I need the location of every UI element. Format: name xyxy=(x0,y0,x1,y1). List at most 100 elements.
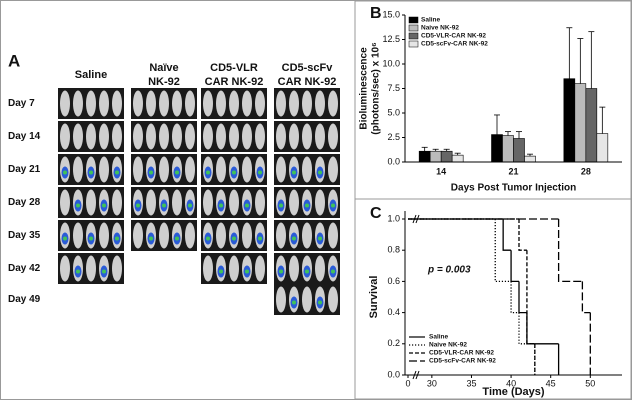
x-axis-label: Days Post Tumor Injection xyxy=(451,183,576,194)
signal xyxy=(258,170,262,175)
mouse xyxy=(99,156,109,183)
mouse xyxy=(315,189,325,216)
signal xyxy=(136,203,140,208)
mouse xyxy=(60,189,70,216)
x-tick-label: 28 xyxy=(581,166,591,176)
panel-label: B xyxy=(370,5,382,22)
mouse xyxy=(112,255,122,282)
mouse xyxy=(146,90,156,117)
mouse xyxy=(216,90,226,117)
mouse xyxy=(328,123,338,150)
panel-c-border xyxy=(354,198,632,400)
legend-swatch xyxy=(408,40,419,48)
signal xyxy=(245,269,249,274)
bar xyxy=(596,133,609,163)
y-tick-label: 0.0 xyxy=(387,156,400,166)
mouse xyxy=(172,189,182,216)
signal xyxy=(292,300,296,305)
survival-step xyxy=(581,281,591,314)
bar xyxy=(563,78,576,163)
y-axis-label: Survival xyxy=(368,276,380,319)
y-tick-label: 12.5 xyxy=(382,34,400,44)
signal xyxy=(115,236,119,241)
signal xyxy=(232,170,236,175)
mouse xyxy=(185,222,195,249)
mouse xyxy=(229,123,239,150)
mouse xyxy=(276,286,286,313)
mouse xyxy=(86,255,96,282)
legend-label: CD5-scFv-CAR NK-92 xyxy=(421,41,488,48)
mouse xyxy=(242,123,252,150)
day-label: Day 21 xyxy=(8,164,41,175)
signal xyxy=(149,236,153,241)
signal xyxy=(206,236,210,241)
bar xyxy=(502,135,514,163)
signal xyxy=(102,203,106,208)
mouse xyxy=(99,90,109,117)
signal xyxy=(89,170,93,175)
mouse xyxy=(255,189,265,216)
mouse xyxy=(216,156,226,183)
x-tick-label: 45 xyxy=(546,378,556,388)
mouse xyxy=(185,123,195,150)
legend-label: CD5-VLR-CAR NK-92 xyxy=(421,33,486,40)
mouse xyxy=(86,90,96,117)
mouse xyxy=(328,222,338,249)
mouse xyxy=(159,123,169,150)
mouse xyxy=(86,123,96,150)
signal xyxy=(63,236,67,241)
signal xyxy=(115,170,119,175)
y-tick-label: 15.0 xyxy=(382,9,400,19)
mouse xyxy=(159,222,169,249)
mouse xyxy=(133,123,143,150)
y-axis-label: (photons/sec) x 10⁶ xyxy=(371,42,382,134)
mouse xyxy=(289,90,299,117)
mouse xyxy=(60,255,70,282)
group-label: Saline xyxy=(75,69,107,81)
mouse xyxy=(276,156,286,183)
survival-step xyxy=(526,250,535,345)
y-tick-label: 2.5 xyxy=(387,132,400,142)
signal xyxy=(292,236,296,241)
mouse xyxy=(99,222,109,249)
mouse xyxy=(99,123,109,150)
mouse xyxy=(216,222,226,249)
signal xyxy=(188,203,192,208)
x-tick-label: 35 xyxy=(466,378,476,388)
signal xyxy=(305,269,309,274)
survival-step xyxy=(510,250,519,283)
legend-label: Saline xyxy=(429,334,449,341)
mouse xyxy=(216,123,226,150)
annotation: p = 0.003 xyxy=(427,265,471,276)
panel-label: C xyxy=(370,205,382,222)
signal xyxy=(331,269,335,274)
mouse xyxy=(242,222,252,249)
x-tick-label: 14 xyxy=(436,166,446,176)
mouse xyxy=(185,156,195,183)
y-axis-label: Bioluminescence xyxy=(359,47,370,130)
signal xyxy=(305,203,309,208)
signal xyxy=(279,203,283,208)
x-tick-label: 0 xyxy=(405,378,410,388)
x-tick-label: 50 xyxy=(585,378,595,388)
mouse xyxy=(159,156,169,183)
mouse xyxy=(112,189,122,216)
bar xyxy=(491,134,503,163)
signal xyxy=(318,300,322,305)
day-label: Day 35 xyxy=(8,230,41,241)
legend-swatch xyxy=(408,32,419,40)
mouse xyxy=(315,90,325,117)
x-axis-label: Time (Days) xyxy=(482,386,544,398)
y-tick-label: 0.2 xyxy=(387,338,400,348)
mouse xyxy=(302,222,312,249)
mouse xyxy=(302,286,312,313)
bar xyxy=(513,138,525,163)
mouse xyxy=(146,189,156,216)
mouse xyxy=(73,123,83,150)
mouse xyxy=(73,222,83,249)
mouse xyxy=(229,255,239,282)
mouse xyxy=(229,90,239,117)
day-label: Day 49 xyxy=(8,294,41,305)
mouse xyxy=(60,90,70,117)
group-label: NK-92 xyxy=(148,76,180,88)
